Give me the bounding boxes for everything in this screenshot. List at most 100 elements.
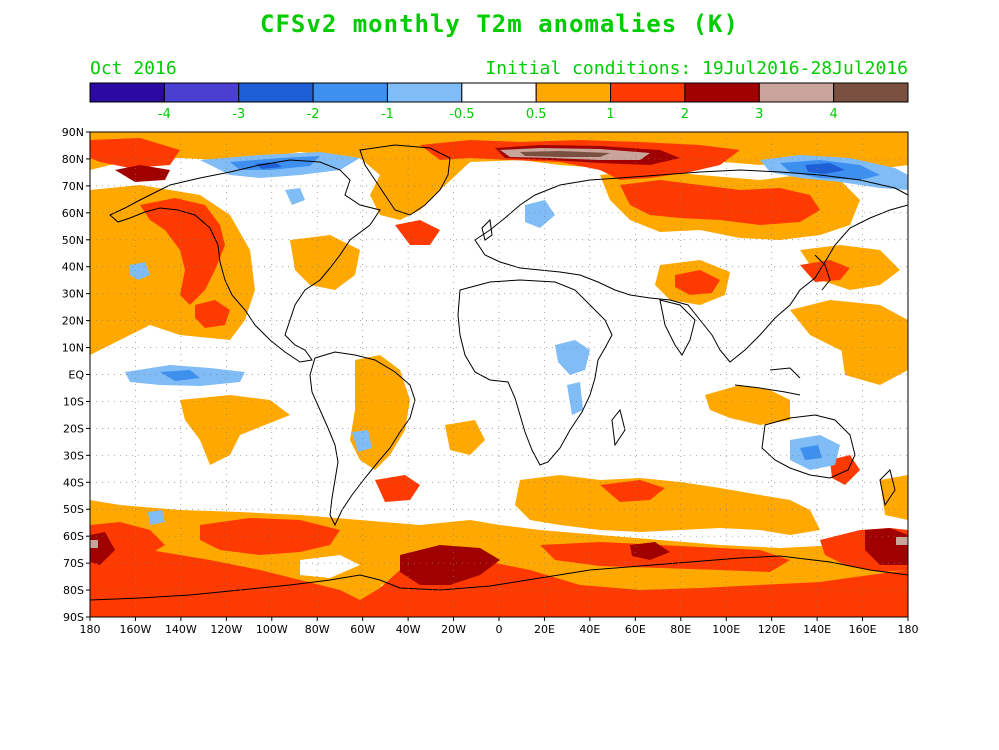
- colorbar-label: -1: [381, 107, 394, 122]
- weddell-darkred: [400, 545, 500, 585]
- antarctica-coast: [90, 555, 908, 601]
- valid-month-label: Oct 2016: [90, 58, 177, 79]
- chart-title: CFSv2 monthly T2m anomalies (K): [260, 10, 739, 38]
- colorbar-swatch: [833, 82, 909, 103]
- lon-tick-label: 140W: [165, 623, 197, 636]
- lon-tick-label: 120W: [210, 623, 242, 636]
- colorbar-swatch: [461, 82, 537, 103]
- lon-tick-label: 180: [898, 623, 919, 636]
- lon-tick-label: 60E: [625, 623, 646, 636]
- ross-beige-east: [896, 537, 908, 545]
- australia-coast: [761, 414, 856, 479]
- lat-tick-label: 90S: [63, 611, 84, 624]
- scandinavia-lightblue: [525, 200, 555, 228]
- colorbar-label: -2: [307, 107, 320, 122]
- arctic-west-red: [90, 138, 180, 168]
- alaska-red: [140, 198, 225, 305]
- colorbar-swatch: [684, 82, 760, 103]
- lon-tick-label: 40W: [396, 623, 421, 636]
- lat-tick-label: 50S: [63, 503, 84, 516]
- lon-tick-label: 80E: [670, 623, 691, 636]
- colorbar-label: 2: [681, 107, 689, 122]
- colorbar-label: -0.5: [449, 107, 474, 122]
- us-atlantic-orange: [290, 235, 360, 290]
- colorbar-swatch: [758, 82, 835, 103]
- greenland-coast: [359, 144, 451, 216]
- india-coast: [659, 299, 696, 356]
- lon-tick-label: 0: [496, 623, 503, 636]
- central-asia-red: [675, 270, 720, 295]
- lon-tick-label: 160E: [849, 623, 877, 636]
- lat-tick-label: 20N: [62, 315, 84, 328]
- colorbar-swatch: [312, 82, 388, 103]
- colorbar-label: -3: [232, 107, 245, 122]
- lat-tick-label: 40N: [62, 261, 84, 274]
- colorbar-label: -4: [158, 107, 171, 122]
- africa-lightblue: [555, 340, 590, 375]
- eq-pacific-blue: [160, 370, 200, 381]
- longitude-labels: 180 160W 140W 120W 100W 80W 60W 40W 20W 0 20E 40E 60…: [80, 617, 919, 636]
- south-atlantic-orange: [445, 420, 485, 455]
- initial-conditions-label: Initial conditions: 19Jul2016-28Jul2016: [485, 58, 908, 79]
- kara-sea-brown: [520, 151, 610, 157]
- grid-lines: [90, 132, 908, 617]
- eurasia-coast: [474, 169, 908, 363]
- colorbar-label: 4: [829, 107, 837, 122]
- east-pacific-orange: [840, 340, 908, 385]
- antarctic-red: [90, 545, 908, 617]
- south-pacific-lightblue: [148, 510, 165, 525]
- colorbar-label: 3: [755, 107, 763, 122]
- lat-tick-label: 70N: [62, 180, 84, 193]
- colorbar-swatch: [386, 82, 463, 103]
- south-america-lightblue: [352, 430, 372, 452]
- lat-tick-label: 30N: [62, 288, 84, 301]
- anomaly-extreme-fields: [90, 148, 908, 548]
- coastlines: [90, 144, 908, 601]
- lat-tick-label: 10S: [63, 395, 84, 408]
- lon-tick-label: 120E: [758, 623, 786, 636]
- lat-tick-label: 30S: [63, 449, 84, 462]
- colorbar-label: 0.5: [526, 107, 547, 122]
- east-africa-lightblue: [567, 382, 583, 415]
- colorbar-labels: -4 -3 -2 -1 -0.5 0.5 1 2 3 4: [158, 107, 838, 122]
- lon-tick-label: 20W: [441, 623, 466, 636]
- indian-darkred: [630, 542, 670, 560]
- siberia-darkred: [115, 165, 170, 182]
- colorbar-swatch: [238, 82, 314, 103]
- anomaly-darkblue-fields: [255, 162, 845, 174]
- australia-blue: [800, 445, 822, 460]
- south-indian-red: [600, 480, 665, 502]
- lon-tick-label: 160W: [120, 623, 152, 636]
- lat-tick-label: 70S: [63, 557, 84, 570]
- colorbar: [89, 82, 909, 103]
- nw-pacific-red: [800, 260, 850, 282]
- lon-tick-label: 80W: [305, 623, 330, 636]
- lon-tick-label: 40E: [579, 623, 600, 636]
- lat-tick-label: 80N: [62, 153, 84, 166]
- pacific-10n-orange: [790, 300, 908, 355]
- california-red: [195, 300, 230, 328]
- colorbar-swatch: [163, 82, 240, 103]
- southern-ocean-red-east: [540, 542, 790, 572]
- tasman-red: [830, 455, 860, 485]
- east-south-pacific-orange: [180, 395, 290, 465]
- colorbar-swatch: [610, 82, 686, 103]
- north-atlantic-red: [395, 220, 440, 245]
- africa-coast: [457, 279, 613, 466]
- map-body: [90, 132, 908, 617]
- south-american-red: [375, 475, 420, 502]
- lat-tick-label: 10N: [62, 342, 84, 355]
- lon-tick-label: 100W: [256, 623, 288, 636]
- lat-tick-label: 60S: [63, 530, 84, 543]
- north-america-lightblue: [285, 188, 305, 205]
- colorbar-swatch: [89, 82, 165, 103]
- lat-tick-label: 20S: [63, 422, 84, 435]
- lat-tick-label: 90N: [62, 126, 84, 139]
- lon-tick-label: 20E: [534, 623, 555, 636]
- lon-tick-label: 140E: [803, 623, 831, 636]
- south-indian-orange: [515, 475, 820, 535]
- lon-tick-label: 100E: [712, 623, 740, 636]
- lat-tick-label: 60N: [62, 207, 84, 220]
- colorbar-swatch: [535, 82, 612, 103]
- lon-tick-label: 60W: [350, 623, 375, 636]
